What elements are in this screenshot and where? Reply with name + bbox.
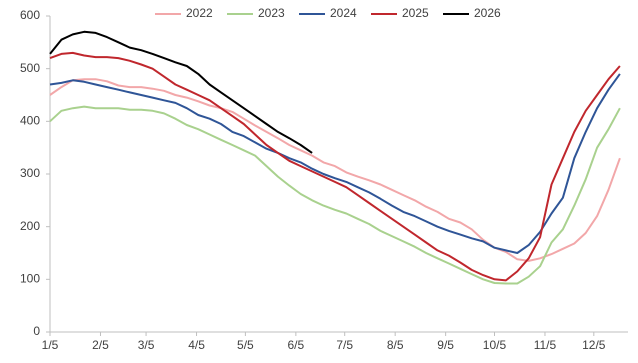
x-tick-label: 7/5 — [336, 338, 353, 352]
y-tick-label: 0 — [33, 324, 40, 338]
series-line — [49, 51, 621, 282]
x-tick-label: 8/5 — [387, 338, 404, 352]
x-tick-label: 2/5 — [92, 338, 109, 352]
x-tick-label: 4/5 — [188, 338, 205, 352]
y-tick-label: 100 — [20, 272, 40, 286]
series-line — [49, 30, 313, 154]
y-tick-label: 400 — [20, 114, 40, 128]
series-line — [49, 105, 621, 285]
x-tick-label: 5/5 — [237, 338, 254, 352]
legend-label: 2023 — [258, 6, 285, 20]
x-tick-label: 9/5 — [437, 338, 454, 352]
series-line — [49, 73, 621, 254]
legend-label: 2024 — [330, 6, 357, 20]
series-line — [49, 78, 621, 262]
legend-label: 2025 — [402, 6, 429, 20]
legend-label: 2026 — [474, 6, 501, 20]
y-tick-label: 500 — [20, 61, 40, 75]
x-tick-label: 6/5 — [288, 338, 305, 352]
x-tick-label: 3/5 — [138, 338, 155, 352]
x-tick-label: 12/5 — [582, 338, 606, 352]
y-tick-label: 300 — [20, 166, 40, 180]
x-tick-label: 11/5 — [534, 338, 557, 352]
legend-label: 2022 — [186, 6, 213, 20]
x-tick-label: 1/5 — [42, 338, 59, 352]
y-tick-label: 200 — [20, 219, 40, 233]
x-tick-label: 10/5 — [483, 338, 507, 352]
y-tick-label: 600 — [20, 8, 40, 22]
